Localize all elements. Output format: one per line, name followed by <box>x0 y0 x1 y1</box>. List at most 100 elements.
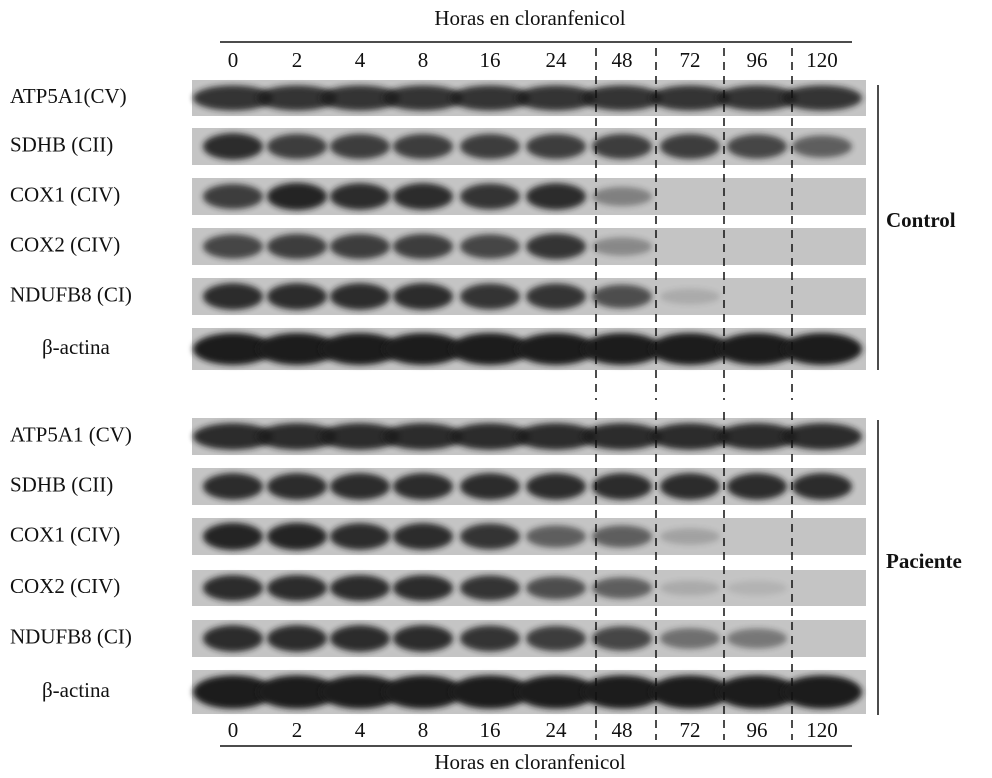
band <box>450 333 530 365</box>
band <box>267 182 327 211</box>
lane-label: 24 <box>546 718 568 742</box>
group-label: Paciente <box>886 549 962 573</box>
band <box>393 575 453 601</box>
band <box>592 473 652 500</box>
band <box>330 625 390 652</box>
band <box>320 675 400 709</box>
lane-label: 4 <box>355 48 366 72</box>
band <box>660 288 720 305</box>
band <box>193 423 273 450</box>
lane-label: 16 <box>480 48 501 72</box>
band <box>257 333 337 365</box>
band <box>460 234 520 259</box>
band <box>257 85 337 111</box>
band <box>660 580 720 596</box>
band <box>717 423 797 450</box>
lane-label: 0 <box>228 718 239 742</box>
lane-label: 120 <box>806 48 838 72</box>
lane-label: 96 <box>747 718 768 742</box>
row-label: COX1 (CIV) <box>10 182 120 206</box>
lane-label: 0 <box>228 48 239 72</box>
band <box>717 85 797 111</box>
band <box>582 333 662 365</box>
bottom-title: Horas en cloranfenicol <box>434 750 625 774</box>
band <box>393 133 453 160</box>
band <box>203 283 263 310</box>
band <box>393 233 453 260</box>
band <box>203 183 263 210</box>
band <box>782 85 862 111</box>
band <box>526 183 586 210</box>
band <box>526 233 586 260</box>
band <box>383 675 463 709</box>
band <box>660 473 720 500</box>
band <box>717 675 797 709</box>
row-label: NDUFB8 (CI) <box>10 624 132 648</box>
band <box>330 233 390 260</box>
band <box>592 284 652 309</box>
band <box>526 625 586 652</box>
band <box>660 528 720 545</box>
band <box>516 423 596 450</box>
row-label: NDUFB8 (CI) <box>10 282 132 306</box>
band <box>383 85 463 111</box>
band <box>267 625 327 652</box>
band <box>592 626 652 651</box>
band <box>650 423 730 450</box>
lane-label: 48 <box>612 718 633 742</box>
band <box>592 186 652 207</box>
lane-label: 16 <box>480 718 501 742</box>
lane-label: 4 <box>355 718 366 742</box>
lane-label: 72 <box>680 48 701 72</box>
row-label: β-actina <box>42 678 110 702</box>
band <box>193 333 273 365</box>
band <box>526 283 586 310</box>
band <box>320 85 400 111</box>
lane-dividers <box>595 48 793 740</box>
lane-label: 96 <box>747 48 768 72</box>
band <box>450 85 530 111</box>
top-title: Horas en cloranfenicol <box>434 6 625 30</box>
row-label: COX2 (CIV) <box>10 232 120 256</box>
band <box>203 625 263 652</box>
lane-label: 2 <box>292 718 303 742</box>
band <box>582 423 662 450</box>
band <box>383 423 463 450</box>
row-label: COX1 (CIV) <box>10 522 120 546</box>
band <box>516 675 596 709</box>
band <box>526 133 586 160</box>
band <box>393 183 453 210</box>
band <box>383 333 463 365</box>
band <box>582 85 662 111</box>
band <box>792 473 852 500</box>
band <box>782 423 862 450</box>
lane-label: 48 <box>612 48 633 72</box>
band <box>330 523 390 550</box>
band <box>330 183 390 210</box>
blots <box>192 80 866 714</box>
band <box>660 628 720 649</box>
band <box>717 333 797 365</box>
band <box>782 675 862 709</box>
row-label: β-actina <box>42 335 110 359</box>
band <box>320 333 400 365</box>
band <box>792 135 852 158</box>
band <box>257 675 337 709</box>
band <box>650 333 730 365</box>
band <box>460 575 520 601</box>
row-label: COX2 (CIV) <box>10 574 120 598</box>
band <box>460 133 520 160</box>
band <box>526 473 586 500</box>
band <box>393 523 453 550</box>
band <box>267 473 327 500</box>
lane-label: 72 <box>680 718 701 742</box>
band <box>526 576 586 600</box>
row-label: SDHB (CII) <box>10 472 113 496</box>
band <box>450 423 530 450</box>
band <box>330 283 390 310</box>
lane-label: 2 <box>292 48 303 72</box>
band <box>650 85 730 111</box>
band <box>782 333 862 365</box>
band <box>582 675 662 709</box>
band <box>193 675 273 709</box>
